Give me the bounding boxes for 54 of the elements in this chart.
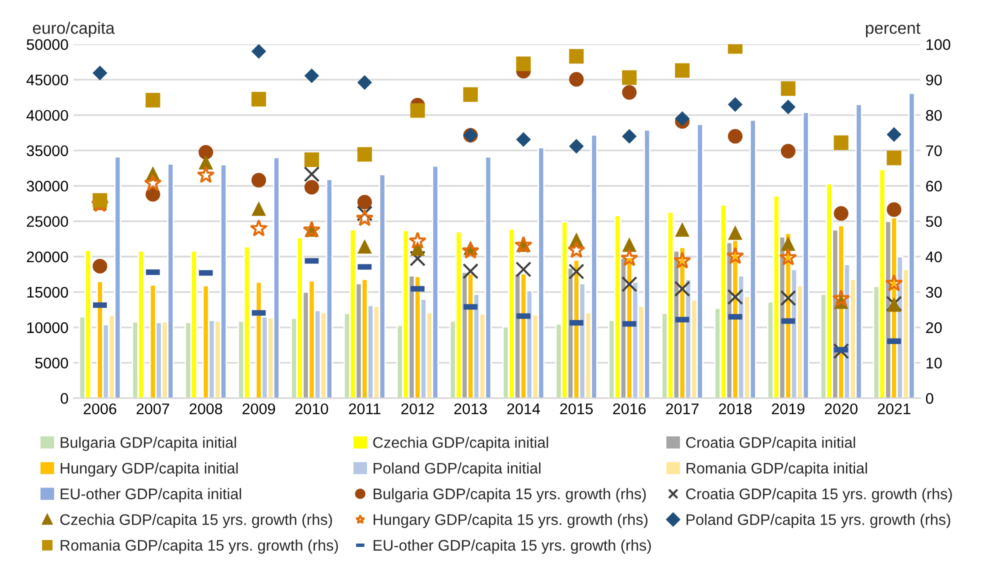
legend-label: Croatia GDP/capita initial [686,436,856,451]
x-tick-label: 2021 [878,403,910,414]
legend-label: EU-other GDP/capita 15 yrs. growth (rhs) [374,540,651,554]
y-tick-label: 25000 [26,216,68,227]
y-tick-label: 20000 [26,252,68,262]
x-tick-label: 2007 [136,403,170,414]
y2-tick-label: 70 [926,145,942,156]
legend-label: EU-other GDP/capita initial [60,488,242,502]
legend-label: Poland GDP/capita 15 yrs. growth (rhs) [686,514,950,528]
y2-tick-label: 90 [926,74,942,86]
y-tick-label: 30000 [26,180,68,192]
y2-tick-label: 40 [926,252,942,262]
x-tick-label: 2020 [824,403,858,414]
x-tick-label: 2019 [772,403,804,414]
legend-label: Bulgaria GDP/capita 15 yrs. growth (rhs) [374,488,646,502]
x-tick-label: 2018 [719,403,752,414]
legend-label: Croatia GDP/capita 15 yrs. growth (rhs) [686,488,952,502]
y2-axis-title: percent [866,22,920,38]
y-tick-label: 45000 [26,74,68,86]
y2-tick-label: 50 [926,216,942,227]
y2-tick-label: 80 [926,110,942,121]
legend-label: Bulgaria GDP/capita initial [60,436,236,451]
x-tick-label: 2009 [242,403,276,414]
legend-label: Czechia GDP/capita initial [373,436,548,451]
y-axis-title: euro/capita [32,22,115,38]
y-tick-label: 40000 [26,110,68,121]
y-tick-label: 15000 [27,286,68,298]
x-tick-label: 2006 [84,403,116,414]
y-tick-label: 50000 [26,39,68,50]
x-tick-label: 2011 [348,403,380,414]
legend-label: Romania GDP/capita 15 yrs. growth (rhs) [60,540,338,554]
y2-tick-label: 20 [926,322,942,334]
y-tick-label: 35000 [26,145,68,156]
y2-tick-label: 10 [926,358,942,368]
x-tick-label: 2008 [190,403,222,414]
legend-label: Poland GDP/capita initial [374,462,540,477]
x-tick-label: 2010 [295,403,328,414]
x-tick-label: 2012 [401,403,434,414]
y-tick-label: 0 [60,393,68,404]
legend-label: Hungary GDP/capita 15 yrs. growth (rhs) [374,514,648,528]
legend-label: Czechia GDP/capita 15 yrs. growth (rhs) [60,514,332,528]
x-tick-label: 2015 [560,403,593,414]
y2-tick-label: 0 [926,393,934,404]
y2-tick-label: 30 [926,286,942,298]
y-tick-label: 10000 [27,322,68,334]
x-tick-label: 2016 [613,403,646,414]
legend-label: Hungary GDP/capita initial [60,462,238,477]
x-tick-label: 2013 [454,403,487,414]
y2-tick-label: 100 [926,39,950,50]
x-tick-label: 2017 [666,403,699,414]
x-tick-label: 2014 [507,403,540,414]
legend-label: Romania GDP/capita initial [686,462,867,477]
y-tick-label: 5000 [35,358,68,368]
y2-tick-label: 60 [926,180,942,192]
